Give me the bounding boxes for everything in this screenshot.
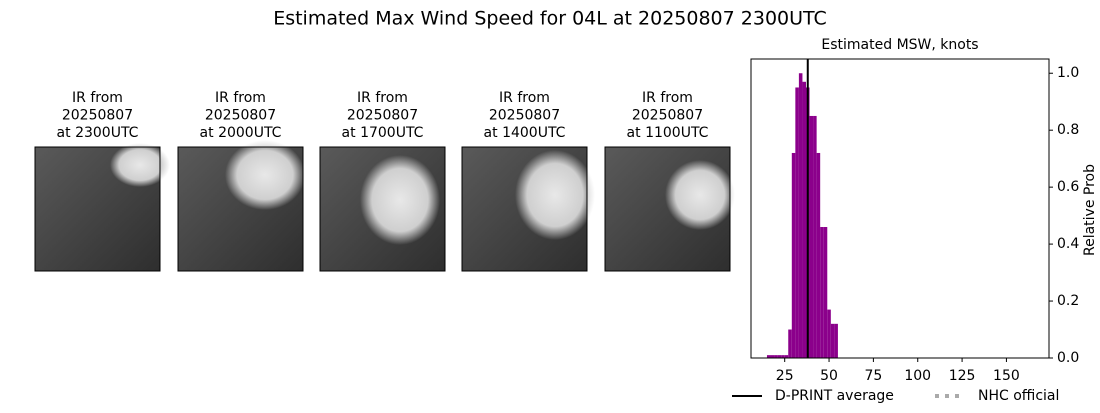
bar <box>795 87 799 358</box>
cloud <box>515 150 595 240</box>
bar <box>809 115 814 358</box>
panel-title: IR from <box>357 90 408 106</box>
legend-label: D-PRINT average <box>775 388 894 404</box>
bar <box>791 152 796 358</box>
legend-label: NHC official <box>978 388 1059 404</box>
bar <box>820 227 824 358</box>
cloud <box>665 160 735 230</box>
cloud <box>110 143 170 187</box>
ir-frame <box>604 146 731 272</box>
bar <box>788 329 792 358</box>
panel-title: at 2300UTC <box>57 125 139 141</box>
bar <box>830 323 835 358</box>
y-tick-label: 0.8 <box>1057 122 1079 138</box>
bar <box>798 73 803 358</box>
bar <box>802 81 806 359</box>
bar <box>766 355 771 358</box>
plot-frame <box>750 58 1050 359</box>
x-tick-label: 150 <box>993 368 1020 384</box>
panel-title: 20250807 <box>62 108 133 124</box>
y-tick-label: 0.6 <box>1057 179 1079 195</box>
panel-title: IR from <box>215 90 266 106</box>
bar <box>781 355 785 358</box>
bar <box>784 355 789 358</box>
panel-title: at 1100UTC <box>627 125 709 141</box>
ir-frame <box>461 146 588 272</box>
bar <box>777 355 782 358</box>
panel-title: IR from <box>72 90 123 106</box>
cloud <box>360 155 440 245</box>
x-tick-label: 125 <box>949 368 976 384</box>
ir-frame <box>319 146 446 272</box>
y-axis-label: Relative Prob <box>1082 164 1098 256</box>
x-tick-label: 50 <box>820 368 838 384</box>
panel-title: 20250807 <box>632 108 703 124</box>
panel-title: 20250807 <box>347 108 418 124</box>
x-tick-label: 100 <box>904 368 931 384</box>
bar <box>770 355 775 358</box>
bar <box>834 323 838 358</box>
bar <box>827 309 831 358</box>
panel-title: IR from <box>499 90 550 106</box>
panel-title: at 1400UTC <box>484 125 566 141</box>
cloud <box>225 140 305 210</box>
chart-title: Estimated MSW, knots <box>821 37 978 53</box>
y-tick-label: 0.2 <box>1057 293 1079 309</box>
x-tick-label: 75 <box>864 368 882 384</box>
ir-frame <box>34 146 161 272</box>
ir-frame <box>177 146 304 272</box>
y-tick-label: 0.4 <box>1057 236 1079 252</box>
y-tick-label: 1.0 <box>1057 65 1079 81</box>
figure-title: Estimated Max Wind Speed for 04L at 2025… <box>273 8 827 30</box>
bar <box>823 227 828 358</box>
panel-title: at 1700UTC <box>342 125 424 141</box>
bar <box>774 355 778 358</box>
x-tick-label: 25 <box>776 368 794 384</box>
panel-title: 20250807 <box>205 108 276 124</box>
bar <box>813 115 817 358</box>
panel-title: at 2000UTC <box>200 125 282 141</box>
panel-title: IR from <box>642 90 693 106</box>
bar <box>816 152 821 358</box>
panel-title: 20250807 <box>489 108 560 124</box>
y-tick-label: 0.0 <box>1057 350 1079 366</box>
